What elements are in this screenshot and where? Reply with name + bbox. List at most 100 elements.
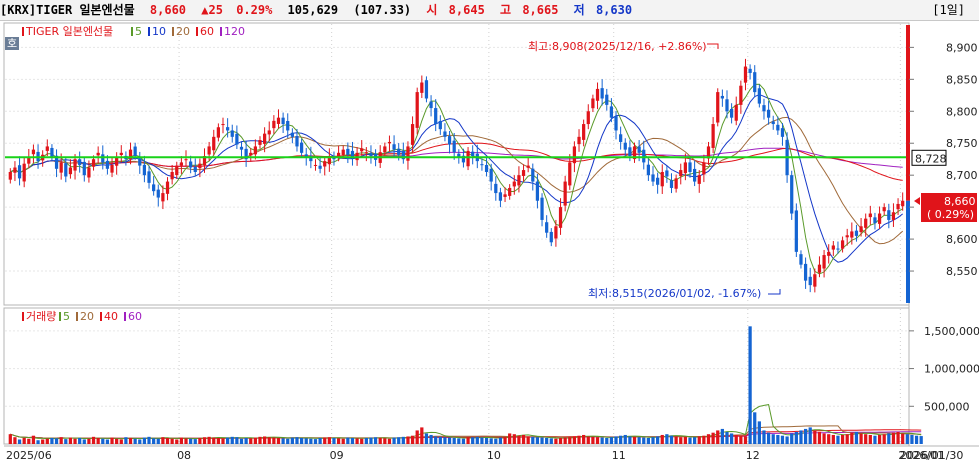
candle-body: [68, 167, 73, 175]
volume-bar: [341, 438, 345, 444]
candle-body: [739, 85, 743, 105]
volume-bar: [725, 431, 729, 444]
volume-bar: [498, 437, 503, 444]
candle-body: [517, 175, 521, 186]
legend-label: 거래량: [26, 310, 56, 323]
volume-bar: [854, 431, 859, 444]
volume-bar: [327, 437, 331, 444]
candle-body: [877, 213, 882, 224]
low-annotation: 최저:8,515(2026/01/02, -1.67%): [588, 287, 761, 300]
candle-body: [762, 105, 766, 112]
candle-body: [369, 152, 373, 157]
legend-swatch: [76, 312, 78, 321]
volume-bar: [827, 434, 831, 444]
volume-bar: [161, 437, 165, 444]
volume-bar: [882, 434, 886, 444]
candle-body: [336, 152, 341, 157]
candle-body: [327, 156, 331, 165]
volume-bar: [267, 437, 271, 444]
candle-body: [706, 146, 711, 159]
candle-body: [776, 124, 780, 131]
candle-body: [831, 245, 835, 250]
candle-body: [221, 124, 225, 126]
volume-bar: [609, 437, 614, 444]
volume-bar: [891, 432, 896, 444]
candle-body: [350, 150, 355, 159]
volume-bar: [785, 436, 789, 444]
candle-body: [443, 131, 447, 137]
volume-bar: [457, 438, 461, 444]
volume-bar: [568, 437, 572, 444]
candle-body: [512, 181, 516, 187]
current-price-marker: [914, 197, 920, 205]
volume-bar: [901, 433, 905, 444]
quote-badge[interactable]: [5, 37, 19, 50]
volume-bar: [508, 433, 512, 444]
candle-body: [87, 167, 91, 178]
candle-body: [766, 109, 771, 118]
candle-body: [244, 148, 248, 160]
ma-line-60: [10, 142, 903, 181]
volume-bar: [22, 437, 26, 444]
candle-body: [697, 175, 701, 184]
candle-body: [64, 163, 68, 177]
volume-bar: [840, 434, 845, 444]
candle-body: [771, 121, 775, 125]
candle-body: [457, 153, 461, 158]
legend-label: 5: [63, 310, 70, 323]
candle-body: [498, 192, 503, 201]
volume-bar: [429, 434, 433, 444]
volume-bar: [646, 437, 651, 444]
low-label: 저: [573, 3, 585, 17]
volume-bar: [276, 437, 281, 444]
candle-body: [637, 146, 641, 153]
high-annotation: 최고:8,908(2025/12/16, +2.86%): [528, 40, 707, 53]
candle-body: [600, 88, 604, 99]
volume-bar: [822, 433, 826, 444]
volume-bar: [360, 438, 364, 444]
candle-body: [780, 128, 785, 137]
candle-body: [471, 151, 475, 157]
volume-bar: [540, 437, 544, 444]
volume-bar: [147, 436, 151, 444]
candle-body: [299, 142, 304, 153]
high-label: 고: [500, 3, 512, 17]
volume-bar: [115, 438, 119, 444]
candle-body: [729, 108, 734, 118]
volume-bar: [239, 438, 244, 444]
volume-bar: [105, 439, 110, 444]
candle-body: [558, 207, 563, 228]
legend-label: 40: [104, 310, 118, 323]
candle-body: [401, 150, 405, 160]
candle-body: [508, 187, 512, 196]
current-price: 8,660: [149, 3, 187, 17]
legend-swatch: [100, 312, 102, 321]
volume-bar: [720, 428, 724, 444]
candle-body: [854, 230, 859, 236]
candle-body: [304, 154, 308, 158]
volume-panel: [3, 307, 910, 445]
volume-bar: [535, 437, 540, 444]
candle-body: [817, 264, 822, 273]
volume-bar: [447, 437, 452, 444]
volume-bar: [378, 437, 382, 444]
volume-prev-ratio: (107.33): [353, 3, 412, 17]
volume-bar: [170, 438, 174, 444]
high-annotation-arrow: [707, 43, 719, 49]
period-selector[interactable]: [1일]: [932, 3, 965, 17]
price-legend: TIGER 일본엔선물 5 10 20 60 120: [22, 24, 245, 38]
candle-body: [656, 177, 660, 185]
candle-body: [642, 149, 646, 163]
candle-body: [253, 146, 257, 155]
candle-body: [568, 162, 572, 186]
volume-bar: [119, 439, 123, 444]
volume-bar: [299, 437, 304, 444]
open-value: 8,645: [448, 3, 485, 17]
candle-body: [572, 146, 577, 164]
volume-bar: [697, 436, 701, 444]
current-change-label: ( 0.29%): [927, 208, 974, 221]
candle-body: [387, 141, 392, 144]
volume-bar: [87, 438, 91, 444]
candle-body: [207, 146, 211, 155]
candle-body: [887, 210, 891, 220]
